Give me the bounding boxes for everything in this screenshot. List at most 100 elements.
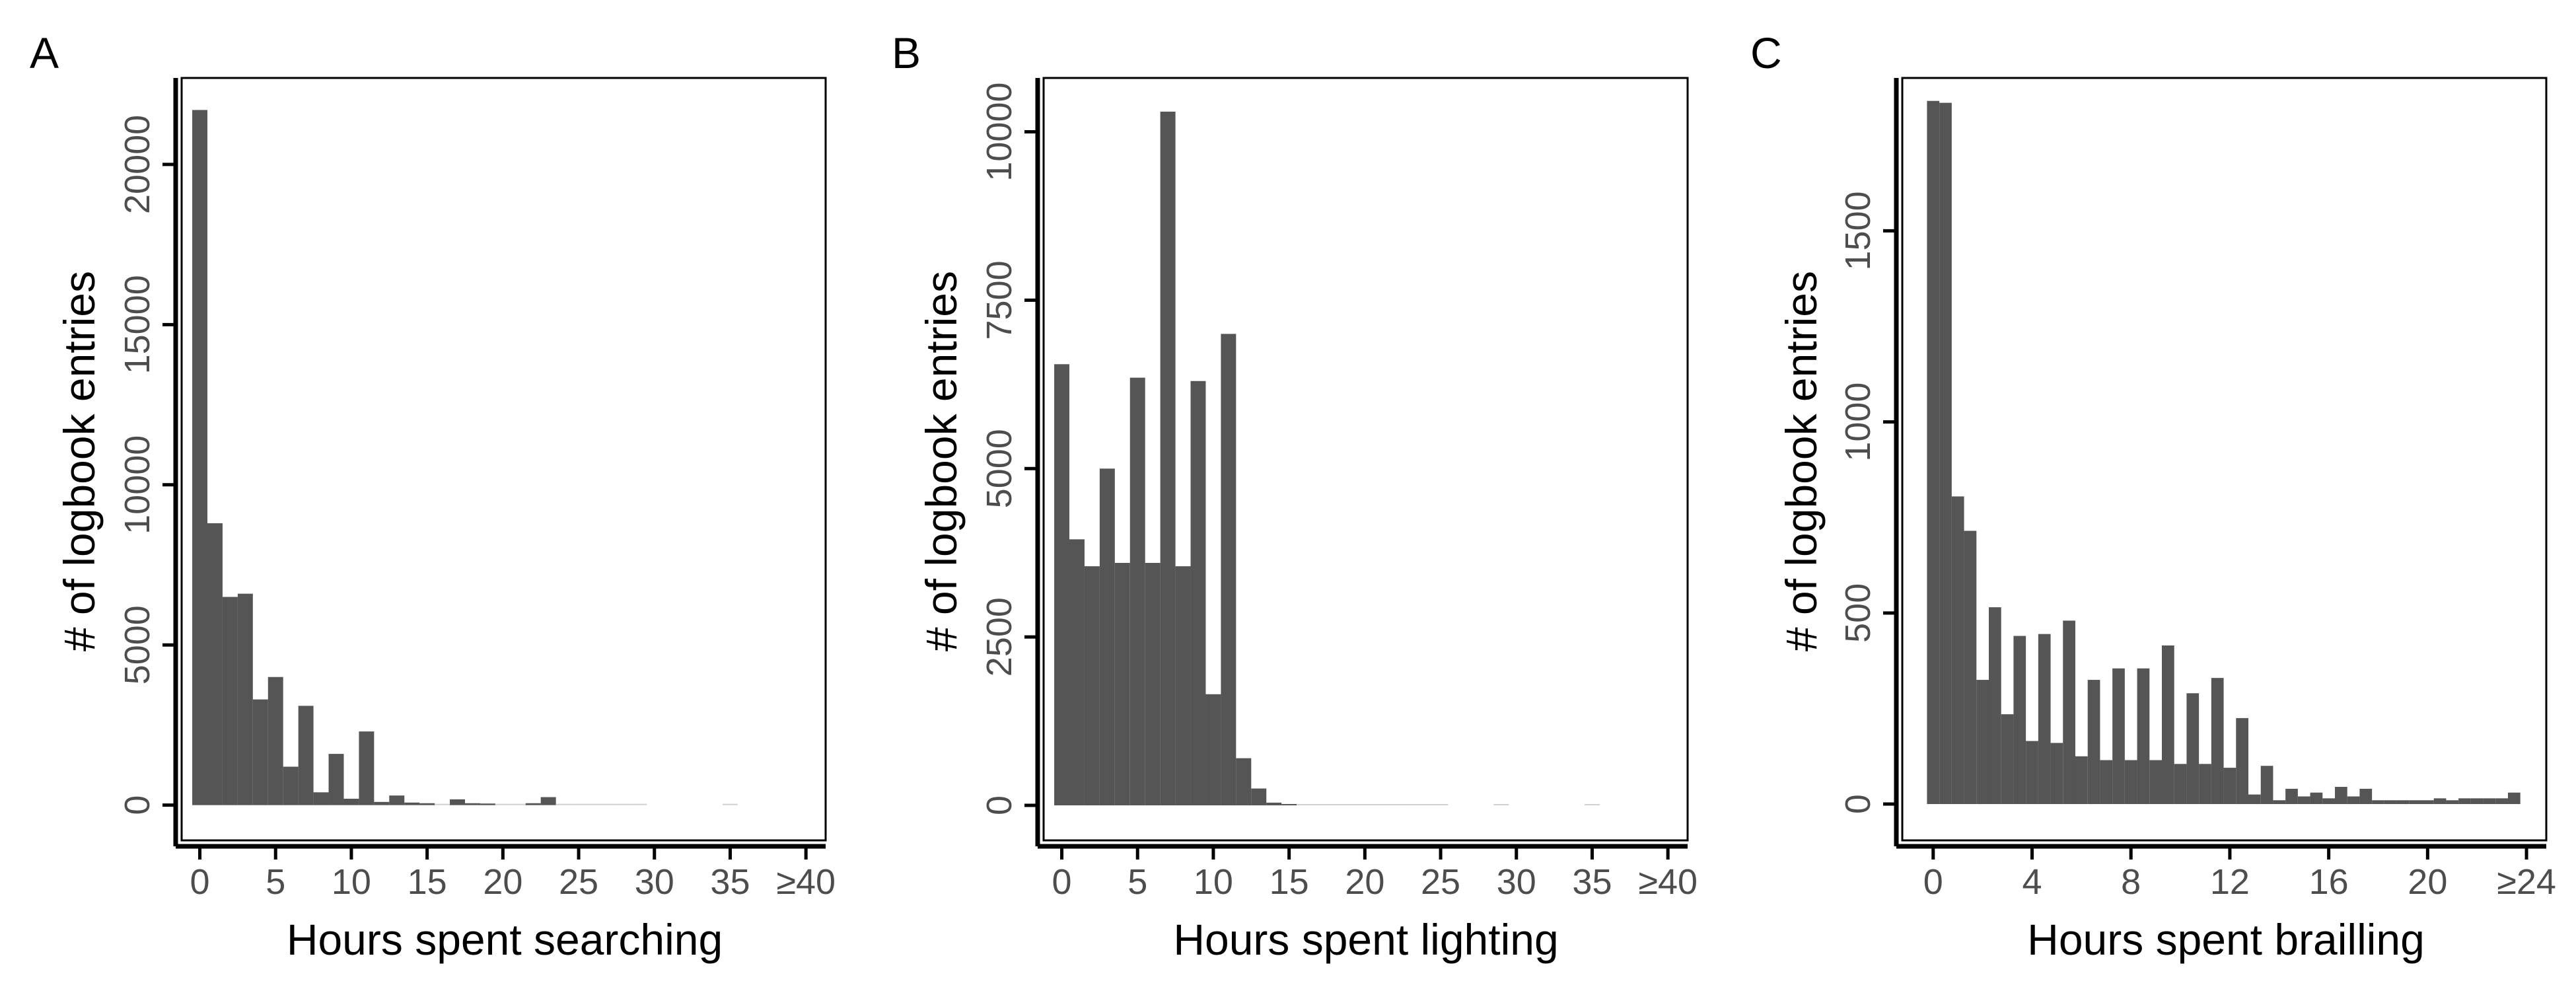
- panel-a-bar: [540, 797, 556, 805]
- panel-c-bar: [2285, 788, 2298, 805]
- panel-b-bar: [1281, 803, 1297, 805]
- panel-c-bar: [2384, 800, 2397, 805]
- panel-b-bar: [1297, 803, 1312, 805]
- panel-c-bar: [2347, 796, 2360, 805]
- panel-c: C 0 4 8 12 16 20 ≥24 0 500 1000 1500 Hours spent …: [1750, 28, 2556, 964]
- panel-c-bar: [2260, 766, 2273, 805]
- panel-c-bar: [2075, 756, 2088, 805]
- panel-b-y-axis-title: # of logbook entries: [917, 271, 966, 651]
- panel-c-x-tick-label: 12: [2210, 862, 2250, 902]
- panel-c-y-tick-label: 500: [1838, 583, 1878, 643]
- panel-c-bar: [1939, 102, 1952, 805]
- panel-c-bar: [1976, 680, 1989, 805]
- panel-b-y-tick-label: 10000: [980, 82, 1019, 181]
- panel-c-bar: [2013, 636, 2026, 805]
- panel-c-x-ticks: 0 4 8 12 16 20 ≥24: [1923, 846, 2556, 902]
- panel-c-x-tick-label: 0: [1923, 862, 1943, 902]
- panel-a-bar: [252, 699, 268, 805]
- panel-c-bar: [2396, 800, 2410, 805]
- panel-c-bar: [2149, 760, 2162, 805]
- panel-a-bar: [525, 803, 541, 805]
- panel-a-x-tick-label: 35: [710, 862, 750, 902]
- panel-b-x-tick-label: 10: [1194, 862, 1233, 902]
- panel-a-x-tick-label: 30: [635, 862, 674, 902]
- panel-a-bar: [450, 799, 465, 805]
- panel-b-bar: [1402, 803, 1418, 805]
- panel-a-y-ticks: 0 5000 10000 15000 20000: [118, 115, 176, 815]
- panel-b-bar: [1221, 334, 1236, 805]
- panel-b-x-tick-label: 30: [1497, 862, 1536, 902]
- panel-b-bar: [1054, 364, 1069, 805]
- panel-b-bar: [1236, 758, 1252, 805]
- panel-a-bar: [616, 803, 632, 805]
- panel-a-bar: [192, 110, 207, 805]
- panel-b-letter: B: [892, 28, 921, 77]
- panel-c-bar: [2483, 798, 2496, 805]
- panel-c-bar: [2199, 764, 2211, 805]
- panel-c-bar: [2236, 717, 2248, 805]
- panel-c-bar: [2063, 620, 2075, 805]
- panel-b: B 0 5 10 15 20 25 30 35 ≥40 0 2500 5000 7500 10000 H…: [892, 28, 1698, 964]
- panel-c-bar: [2372, 800, 2384, 805]
- panel-b-x-tick-label: 25: [1421, 862, 1460, 902]
- panel-a-plot-box: [180, 77, 827, 842]
- panel-c-y-ticks: 0 500 1000 1500: [1838, 191, 1896, 814]
- panel-a-x-tick-label: 25: [559, 862, 598, 902]
- panel-a-bar: [586, 803, 602, 805]
- panel-c-bar: [2334, 787, 2347, 805]
- panel-a-bar: [404, 802, 420, 805]
- panel-c-x-tick-label: 8: [2121, 862, 2141, 902]
- panel-c-bar: [2470, 798, 2484, 805]
- panel-c-bar: [2087, 680, 2100, 805]
- panel-b-bar: [1160, 111, 1176, 805]
- panel-a-bar: [237, 593, 253, 805]
- panel-a-y-tick-label: 10000: [118, 435, 157, 534]
- panel-b-x-tick-label: 0: [1052, 862, 1072, 902]
- panel-a-x-tick-label: 20: [483, 862, 522, 902]
- panel-b-bar: [1251, 788, 1267, 805]
- panel-b-bar: [1585, 803, 1600, 805]
- panel-b-bar: [1417, 803, 1433, 805]
- panel-c-bar: [2297, 796, 2310, 805]
- panel-b-bar: [1129, 377, 1145, 805]
- panel-b-x-tick-label: 35: [1572, 862, 1612, 902]
- panel-a-bar: [313, 792, 329, 805]
- panel-b-bar: [1114, 562, 1130, 805]
- panel-a-y-axis-title: # of logbook entries: [55, 271, 104, 651]
- panel-b-bar: [1084, 566, 1100, 805]
- panel-b-bar: [1493, 803, 1509, 805]
- panel-a: A 0 5 10 15 20 25 30 35 ≥40 0 5000 10000 15000 20000…: [30, 28, 836, 964]
- panel-c-bar: [2421, 800, 2434, 805]
- panel-a-bar: [435, 803, 450, 805]
- panel-c-bar: [2161, 645, 2174, 805]
- panel-b-bar: [1387, 803, 1403, 805]
- panel-a-x-tick-label: 10: [332, 862, 371, 902]
- panel-b-x-axis-title: Hours spent lighting: [1173, 915, 1558, 964]
- panel-c-bar: [2310, 792, 2323, 805]
- panel-c-bar: [1927, 100, 1940, 805]
- panel-a-bar: [207, 523, 223, 805]
- panel-a-bar: [328, 754, 344, 805]
- panel-a-bar: [359, 731, 375, 805]
- panel-a-x-tick-label: 5: [266, 862, 285, 902]
- panel-b-bar: [1205, 694, 1221, 805]
- panel-c-x-tick-label: 16: [2309, 862, 2349, 902]
- panel-c-bar: [2359, 788, 2373, 805]
- panel-b-plot-box: [1042, 77, 1689, 842]
- panel-a-bar: [298, 706, 314, 805]
- panel-c-bar: [1951, 496, 1964, 805]
- panel-a-bar: [555, 803, 571, 805]
- panel-b-y-ticks: 0 2500 5000 7500 10000: [980, 82, 1038, 815]
- panel-c-x-axis-title: Hours spent brailling: [2027, 915, 2425, 964]
- panel-a-bar: [571, 803, 587, 805]
- panel-c-bar: [2174, 764, 2187, 805]
- panel-c-bar: [2223, 768, 2236, 805]
- panel-a-y-tick-label: 5000: [118, 605, 157, 684]
- panel-a-x-tick-label: 15: [408, 862, 447, 902]
- panel-c-x-tick-label: 4: [2022, 862, 2042, 902]
- panel-b-bar: [1372, 803, 1388, 805]
- panel-c-bars: [1927, 100, 2521, 805]
- panel-a-x-tick-label: 0: [190, 862, 210, 902]
- panel-c-bar: [2322, 798, 2335, 805]
